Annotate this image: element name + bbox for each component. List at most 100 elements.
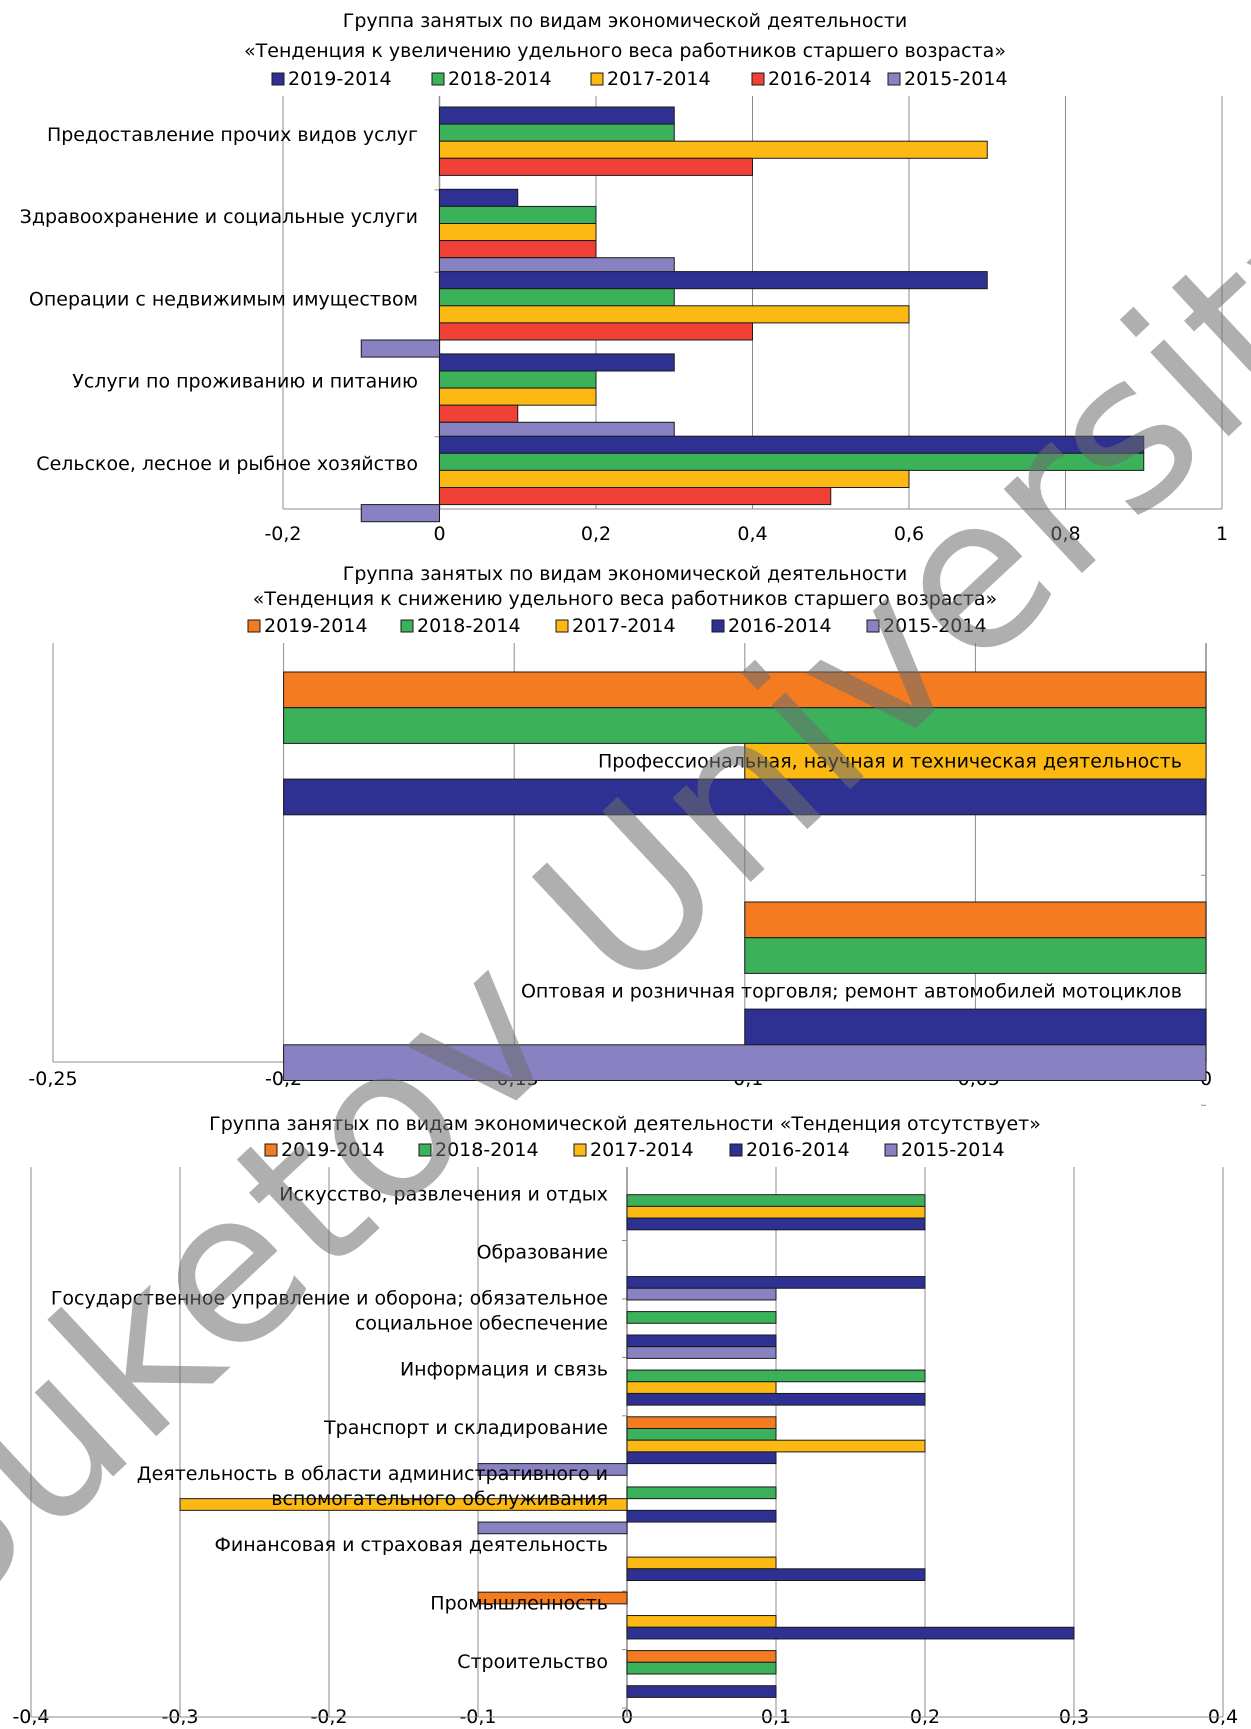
legend-swatch xyxy=(555,619,569,633)
bar xyxy=(439,188,519,207)
x-tick-label: -0,2 xyxy=(264,523,301,545)
bar xyxy=(439,322,753,341)
legend-label: 2015-2014 xyxy=(904,68,1008,90)
legend-swatch xyxy=(887,72,901,86)
category-label: Искусство, развлечения и отдых xyxy=(279,1183,608,1205)
category-label: Финансовая и страховая деятельность xyxy=(215,1534,608,1556)
bar xyxy=(626,1661,777,1675)
legend-label: 2018-2014 xyxy=(435,1139,539,1161)
category-label: социальное обеспечение xyxy=(355,1313,608,1335)
bar xyxy=(626,1626,1075,1640)
chart-title-line: «Тенденция к снижению удельного веса раб… xyxy=(253,588,997,610)
x-tick-label: 1 xyxy=(1216,523,1228,545)
category-label: Строительство xyxy=(457,1651,608,1673)
bar xyxy=(283,778,1207,816)
category-label: Транспорт и складирование xyxy=(323,1417,608,1439)
bar xyxy=(360,339,440,358)
legend-swatch xyxy=(400,619,414,633)
legend-label: 2018-2014 xyxy=(417,615,521,637)
bar xyxy=(744,1008,1207,1046)
bar xyxy=(477,1521,628,1535)
bar xyxy=(744,937,1207,974)
category-label: Сельское, лесное и рыбное хозяйство xyxy=(36,453,418,475)
legend-label: 2018-2014 xyxy=(448,68,552,90)
legend-swatch xyxy=(431,72,445,86)
bar xyxy=(439,305,910,324)
bar xyxy=(626,1392,926,1406)
bar xyxy=(439,140,988,159)
chart-title-line: «Тенденция к увеличению удельного веса р… xyxy=(244,40,1006,62)
bar xyxy=(626,1556,777,1570)
category-label: вспомогательного обслуживания xyxy=(271,1488,608,1510)
x-tick-label: -0,25 xyxy=(28,1068,77,1090)
category-label: Информация и связь xyxy=(400,1359,608,1381)
legend-label: 2017-2014 xyxy=(572,615,676,637)
chart-title-line: Группа занятых по видам экономической де… xyxy=(343,10,908,32)
bar xyxy=(439,370,597,389)
bar xyxy=(626,1194,926,1207)
bar xyxy=(439,404,519,423)
bar xyxy=(744,742,1207,780)
bar xyxy=(439,223,597,242)
legend-label: 2015-2014 xyxy=(883,615,987,637)
legend-label: 2017-2014 xyxy=(607,68,711,90)
bar xyxy=(179,1498,628,1511)
legend-label: 2016-2014 xyxy=(746,1139,850,1161)
bar xyxy=(626,1568,926,1582)
legend-label: 2019-2014 xyxy=(264,615,368,637)
legend-swatch xyxy=(884,1143,898,1157)
bar xyxy=(439,106,675,125)
legend-swatch xyxy=(247,619,261,633)
bar xyxy=(626,1439,926,1453)
chart-increase-trend: Группа занятых по видам экономической де… xyxy=(20,10,1228,545)
bar xyxy=(626,1205,926,1219)
bar xyxy=(283,707,1207,744)
category-label: Деятельность в области административного… xyxy=(137,1463,608,1485)
category-label: Промышленность xyxy=(430,1592,608,1614)
bar xyxy=(439,123,675,142)
legend-label: 2019-2014 xyxy=(281,1139,385,1161)
legend-swatch xyxy=(573,1143,587,1157)
chart-decrease-trend: Группа занятых по видам экономической де… xyxy=(28,563,1212,1106)
bar xyxy=(744,901,1207,939)
legend-swatch xyxy=(264,1143,278,1157)
bar xyxy=(626,1311,777,1324)
x-tick-label: 0,6 xyxy=(894,523,924,545)
bar xyxy=(439,469,910,488)
legend-swatch xyxy=(590,72,604,86)
x-tick-label: 0,4 xyxy=(737,523,767,545)
chart-no-trend: Группа занятых по видам экономической де… xyxy=(12,1113,1238,1728)
bar xyxy=(626,1650,777,1663)
legend-label: 2019-2014 xyxy=(288,68,392,90)
bar xyxy=(626,1334,777,1348)
bar xyxy=(439,353,675,372)
x-tick-label: 0,8 xyxy=(1050,523,1080,545)
bar xyxy=(626,1346,777,1359)
bar xyxy=(283,671,1207,709)
bar xyxy=(283,1044,1207,1082)
bar xyxy=(626,1369,926,1383)
bar xyxy=(439,205,597,224)
category-label: Образование xyxy=(477,1242,608,1264)
category-label: Государственное управление и оборона; об… xyxy=(51,1288,608,1310)
bar xyxy=(439,487,832,506)
legend-swatch xyxy=(751,72,765,86)
legend-swatch xyxy=(418,1143,432,1157)
bar xyxy=(439,157,753,176)
legend-swatch xyxy=(271,72,285,86)
legend-swatch xyxy=(729,1143,743,1157)
bar xyxy=(439,435,1145,454)
category-label: Профессиональная, научная и техническая … xyxy=(598,750,1182,772)
bar xyxy=(439,452,1145,471)
x-tick-label: 0 xyxy=(433,523,445,545)
bar xyxy=(477,1591,628,1605)
bar xyxy=(439,240,597,259)
legend-swatch xyxy=(866,619,880,633)
x-tick-label: 0,2 xyxy=(581,523,611,545)
bar xyxy=(360,504,440,523)
bar xyxy=(439,387,597,406)
category-label: Операции с недвижимым имуществом xyxy=(29,288,418,310)
legend-label: 2016-2014 xyxy=(768,68,872,90)
bar xyxy=(626,1615,777,1628)
